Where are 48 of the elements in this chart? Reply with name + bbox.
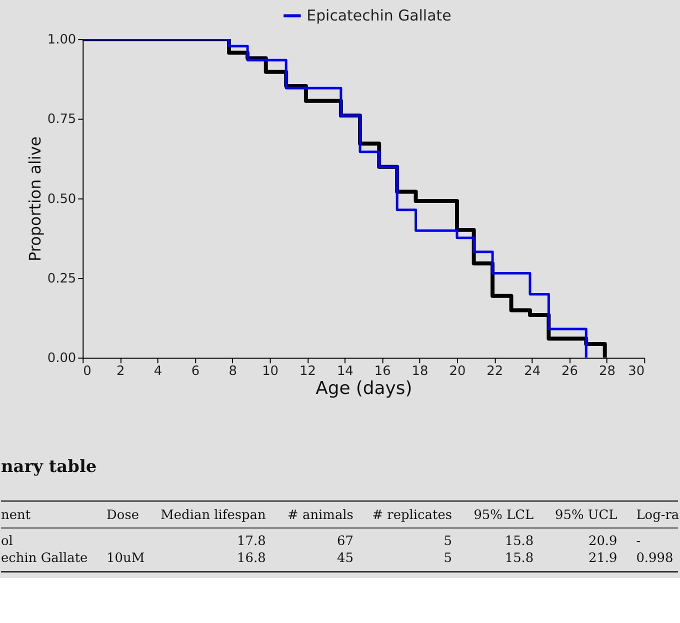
x-tick-label: 30 — [628, 364, 645, 380]
text: 10uM — [106, 550, 145, 566]
x-tick-label: 4 — [154, 364, 162, 380]
text: ol — [0, 534, 13, 549]
x-tick-label: 12 — [300, 364, 316, 380]
text: Dose — [106, 508, 140, 523]
text: 5 — [444, 550, 452, 566]
text: 16.8 — [237, 550, 266, 566]
legend-label: Epicatechin Gallate — [306, 6, 452, 25]
text: 0.998 — [636, 550, 674, 566]
text: 15.8 — [504, 534, 534, 549]
x-tick-label: 8 — [228, 364, 237, 380]
x-tick-label: 0 — [83, 364, 92, 380]
text: nary table — [0, 456, 97, 476]
text: nent — [0, 508, 32, 523]
text: Log-ra — [636, 508, 680, 523]
y-tick-label: 0.00 — [47, 351, 76, 366]
x-tick-label: 22 — [486, 364, 504, 380]
text: 95% UCL — [555, 508, 618, 523]
x-tick-label: 26 — [562, 364, 578, 380]
text: - — [636, 534, 641, 549]
x-tick-label: 20 — [449, 364, 466, 380]
y-axis-title: Proportion alive — [25, 136, 44, 262]
x-axis-title: Age (days) — [316, 378, 412, 400]
text: 5 — [444, 534, 452, 549]
y-tick-label: 0.50 — [47, 192, 76, 207]
x-tick-label: 10 — [262, 364, 279, 380]
x-tick-label: 14 — [336, 364, 354, 380]
x-tick-label: 6 — [191, 364, 200, 380]
text: 15.8 — [504, 550, 534, 566]
text: 67 — [336, 534, 354, 549]
x-tick-label: 28 — [598, 364, 616, 380]
text: 45 — [336, 550, 354, 566]
text: # replicates — [372, 508, 452, 523]
text: 21.9 — [588, 550, 618, 566]
y-tick-label: 0.25 — [47, 272, 76, 287]
x-tick-label: 18 — [412, 364, 428, 380]
text: echin Gallate — [0, 550, 88, 566]
y-tick-label: 0.75 — [47, 112, 76, 128]
text: 17.8 — [237, 534, 266, 549]
y-tick-label: 1.00 — [47, 32, 76, 48]
text: Median lifespan — [160, 508, 266, 523]
text: 95% LCL — [474, 508, 534, 523]
text: 20.9 — [588, 534, 618, 549]
x-tick-label: 16 — [374, 364, 391, 380]
x-tick-label: 2 — [116, 364, 125, 380]
x-tick-label: 24 — [524, 364, 541, 380]
text: # animals — [288, 508, 354, 523]
